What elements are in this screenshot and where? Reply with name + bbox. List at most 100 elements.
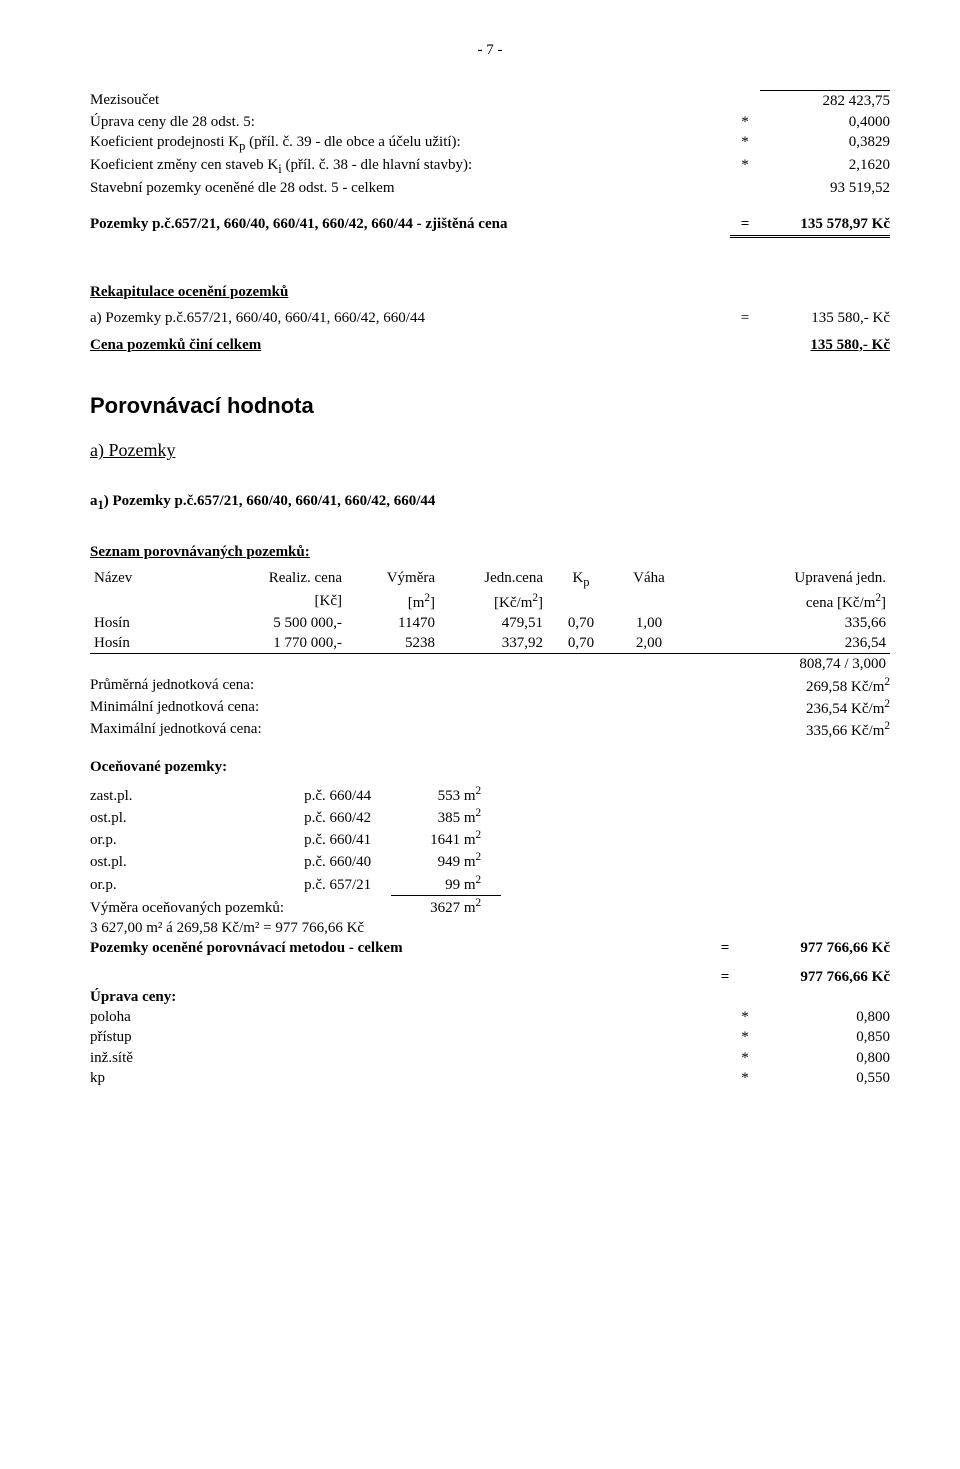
vymera-label: Výměra oceňovaných pozemků: (90, 895, 304, 918)
row-op: * (730, 155, 760, 175)
cell: 0,70 (547, 613, 615, 633)
row-value: 282 423,75 (760, 90, 890, 111)
cell: 5 500 000,- (218, 613, 346, 633)
row-value: 2,1620 (760, 155, 890, 175)
col-realiz: Realiz. cena (218, 568, 346, 591)
row-value: 0,3829 (760, 132, 890, 152)
porov-title: Porovnávací hodnota (90, 391, 890, 421)
col-jedn: Jedn.cena (439, 568, 547, 591)
unit-price-value: 335,66 Kč/m2 (720, 719, 890, 741)
vymera-value: 3627 m2 (391, 895, 501, 918)
parcels-list: zast.pl.p.č. 660/44553 m2 ost.pl.p.č. 66… (90, 784, 501, 919)
recap-total-val: 135 580,- Kč (760, 335, 890, 355)
method-total-label: Pozemky oceněné porovnávací metodou - ce… (90, 938, 710, 958)
label-text: Koeficient změny cen staveb K (90, 157, 278, 173)
grand-val: 977 766,66 Kč (740, 967, 890, 987)
parcel-kind: or.p. (90, 873, 304, 895)
cell: 11470 (346, 613, 439, 633)
adjust-label: přístup (90, 1027, 730, 1047)
row-label: Úprava ceny dle 28 odst. 5: (90, 112, 730, 132)
recap-block: Rekapitulace ocenění pozemků a) Pozemky … (90, 282, 890, 355)
parcel-area: 385 m2 (391, 806, 501, 828)
unit-price-label: Průměrná jednotková cena: (90, 675, 720, 695)
unit-price-value: 269,58 Kč/m2 (720, 675, 890, 697)
result-value: 135 578,97 Kč (760, 214, 890, 238)
method-total-val: 977 766,66 Kč (740, 938, 890, 958)
page-number: - 7 - (90, 40, 890, 60)
seznam-title: Seznam porovnávaných pozemků: (90, 542, 890, 562)
parcel-pc: p.č. 660/41 (304, 828, 391, 850)
recap-a-eq: = (730, 308, 760, 328)
cell: 337,92 (439, 633, 547, 654)
adjust-label: inž.sítě (90, 1048, 730, 1068)
sum-value: 808,74 / 3,000 (683, 654, 890, 675)
col-name: Název (90, 568, 218, 591)
col-upravena: Upravená jedn. (683, 568, 890, 591)
result-label: Pozemky p.č.657/21, 660/40, 660/41, 660/… (90, 214, 730, 234)
parcel-pc: p.č. 657/21 (304, 873, 391, 895)
cell: Hosín (90, 633, 218, 654)
adjust-val: 0,800 (760, 1007, 890, 1027)
adjust-block: poloha*0,800 přístup*0,850 inž.sítě*0,80… (90, 1007, 890, 1088)
unit-realiz: [Kč] (218, 591, 346, 613)
parcel-area: 949 m2 (391, 850, 501, 872)
unit-price-value: 236,54 Kč/m2 (720, 697, 890, 719)
grand-eq: = (710, 967, 740, 987)
parcel-area: 99 m2 (391, 873, 501, 895)
col-kp: Kp (547, 568, 615, 591)
parcel-kind: ost.pl. (90, 806, 304, 828)
unit-price-block: Průměrná jednotková cena: 269,58 Kč/m2 M… (90, 675, 890, 742)
table-row: Hosín 5 500 000,- 11470 479,51 0,70 1,00… (90, 613, 890, 633)
row-label: Mezisoučet (90, 90, 730, 110)
cell: 236,54 (683, 633, 890, 654)
recap-total-label: Cena pozemků činí celkem (90, 335, 730, 355)
adjust-op: * (730, 1007, 760, 1027)
recap-title: Rekapitulace ocenění pozemků (90, 282, 890, 302)
row-label: Stavební pozemky oceněné dle 28 odst. 5 … (90, 178, 730, 198)
adjust-val: 0,800 (760, 1048, 890, 1068)
adjust-val: 0,850 (760, 1027, 890, 1047)
row-op: * (730, 112, 760, 132)
adjust-op: * (730, 1068, 760, 1088)
parcel-area: 553 m2 (391, 784, 501, 806)
a1-tail: ) Pozemky p.č.657/21, 660/40, 660/41, 66… (104, 493, 436, 509)
row-label: Koeficient prodejnosti Kp (příl. č. 39 -… (90, 132, 730, 155)
parcel-pc: p.č. 660/44 (304, 784, 391, 806)
ocen-title: Oceňované pozemky: (90, 757, 890, 777)
a1-heading: a1) Pozemky p.č.657/21, 660/40, 660/41, … (90, 491, 890, 514)
table-row: Hosín 1 770 000,- 5238 337,92 0,70 2,00 … (90, 633, 890, 654)
cell: 2,00 (615, 633, 683, 654)
col-vymera: Výměra (346, 568, 439, 591)
parcel-area: 1641 m2 (391, 828, 501, 850)
comparison-table: Název Realiz. cena Výměra Jedn.cena Kp V… (90, 568, 890, 675)
cell: 1 770 000,- (218, 633, 346, 654)
a-pozemky-heading: a) Pozemky (90, 438, 890, 462)
adjust-op: * (730, 1027, 760, 1047)
label-tail: (příl. č. 39 - dle obce a účelu užití): (245, 134, 460, 150)
row-label: Koeficient změny cen staveb Ki (příl. č.… (90, 155, 730, 178)
cell: 479,51 (439, 613, 547, 633)
label-text: Koeficient prodejnosti K (90, 134, 239, 150)
col-vaha: Váha (615, 568, 683, 591)
parcel-kind: ost.pl. (90, 850, 304, 872)
calc-line: 3 627,00 m² á 269,58 Kč/m² = 977 766,66 … (90, 918, 890, 938)
row-value: 0,4000 (760, 112, 890, 132)
adjust-val: 0,550 (760, 1068, 890, 1088)
row-op: * (730, 132, 760, 152)
parcel-pc: p.č. 660/42 (304, 806, 391, 828)
unit-upravena: cena [Kč/m2] (683, 591, 890, 613)
method-total-eq: = (710, 938, 740, 958)
cell: 335,66 (683, 613, 890, 633)
recap-a-val: 135 580,- Kč (760, 308, 890, 328)
parcel-kind: zast.pl. (90, 784, 304, 806)
unit-jedn: [Kč/m2] (439, 591, 547, 613)
result-eq: = (730, 214, 760, 238)
cell: 5238 (346, 633, 439, 654)
adjust-label: poloha (90, 1007, 730, 1027)
row-value: 93 519,52 (760, 178, 890, 198)
table-sum-row: 808,74 / 3,000 (90, 654, 890, 675)
parcel-pc: p.č. 660/40 (304, 850, 391, 872)
adjust-op: * (730, 1048, 760, 1068)
unit-price-label: Maximální jednotková cena: (90, 719, 720, 739)
parcel-kind: or.p. (90, 828, 304, 850)
